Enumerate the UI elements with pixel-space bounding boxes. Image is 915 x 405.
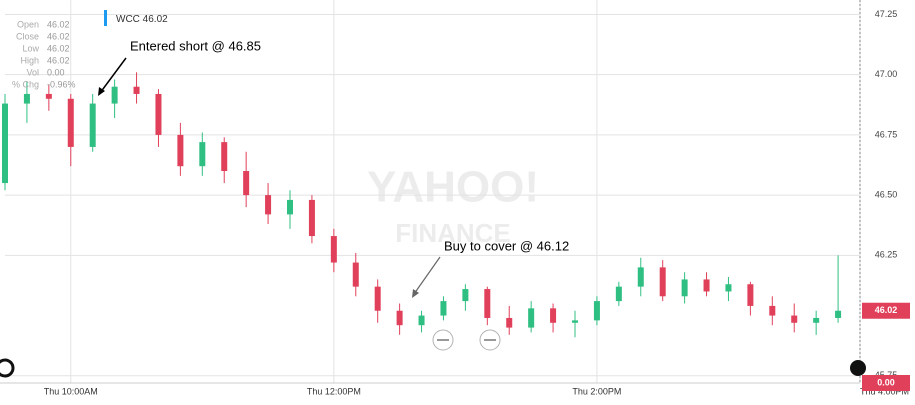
candle-body (396, 310, 403, 326)
readout-label: Close (16, 31, 39, 41)
candle-body (352, 262, 359, 287)
candle-body (681, 279, 688, 297)
annotation-arrow (99, 57, 127, 94)
candle-body (2, 103, 8, 184)
candle-body (747, 284, 754, 306)
candle-body (440, 301, 447, 316)
annotation: Entered short @ 46.85 (130, 38, 261, 53)
readout-label: Low (22, 43, 39, 53)
candle-body (374, 286, 381, 311)
candle-body (67, 98, 74, 147)
legend-label: WCC 46.02 (116, 14, 168, 25)
annotation: Buy to cover @ 46.12 (444, 238, 569, 253)
y-tick-label: 46.50 (875, 189, 898, 199)
y-tick-label: 47.00 (875, 69, 898, 79)
candle-body (308, 199, 315, 237)
candle-body (550, 308, 557, 323)
candle-body (506, 317, 513, 328)
y-tick-label: 47.25 (875, 9, 898, 19)
readout-label: Open (17, 19, 39, 29)
y-tick-label: 46.75 (875, 129, 898, 139)
candle-body (572, 320, 578, 323)
candle-body (330, 236, 337, 263)
readout-label: % Chg (12, 79, 39, 89)
readout-value: 46.02 (47, 55, 70, 65)
readout-label: High (20, 55, 39, 65)
candle-body (89, 103, 96, 147)
legend-name: WCC (116, 14, 140, 25)
x-tick-label: Thu 10:00AM (44, 386, 98, 396)
candle-body (615, 286, 622, 302)
watermark: YAHOO! (367, 163, 539, 212)
candle-body (221, 142, 228, 172)
candle-body (725, 284, 732, 292)
arrowhead (98, 87, 105, 96)
watermark: FINANCE (395, 218, 511, 248)
candle-body (23, 93, 30, 104)
candle-body (484, 289, 491, 318)
price-marker-label: 46.02 (875, 305, 898, 315)
candle-body (177, 134, 184, 167)
readout-label: Vol (26, 67, 39, 77)
scroll-handle[interactable] (850, 360, 866, 376)
readout-value: 46.02 (47, 19, 70, 29)
candle-body (199, 142, 206, 167)
candle-body (287, 199, 293, 215)
price-marker (862, 302, 910, 319)
volume-marker-label: 0.00 (877, 377, 895, 387)
readout-value: 46.02 (47, 31, 70, 41)
volume-marker (862, 375, 910, 391)
candle-body (418, 315, 425, 326)
x-tick-label: Thu 12:00PM (307, 386, 361, 396)
candle-body (835, 310, 842, 318)
candle-body (813, 317, 820, 323)
candle-body (528, 308, 535, 328)
y-tick-label: 46.25 (875, 250, 898, 260)
readout-value: 46.02 (47, 43, 70, 53)
x-tick-label: Thu 2:00PM (572, 386, 621, 396)
legend-price: 46.02 (143, 14, 168, 25)
candle-body (462, 289, 469, 302)
candle-body (593, 301, 600, 321)
event-icon[interactable] (432, 329, 454, 351)
annotation-arrow (413, 256, 441, 295)
candle-body (637, 267, 644, 287)
event-icon[interactable] (479, 329, 501, 351)
candle-body (791, 315, 798, 323)
readout-value: 0.00 (47, 67, 65, 77)
scroll-handle[interactable] (0, 358, 15, 378)
candle-body (155, 93, 162, 135)
candle-body (769, 305, 776, 316)
candle-body (45, 93, 52, 99)
candle-body (111, 86, 118, 104)
candle-body (243, 171, 250, 196)
readout-value: -0.96% (47, 79, 76, 89)
candle-body (133, 86, 140, 94)
arrowhead (412, 289, 419, 298)
candle-body (265, 195, 272, 215)
candle-body (703, 279, 710, 292)
legend-swatch (104, 10, 107, 26)
candle-body (659, 267, 666, 297)
x-tick-label: Thu 4:00PM (860, 386, 909, 396)
